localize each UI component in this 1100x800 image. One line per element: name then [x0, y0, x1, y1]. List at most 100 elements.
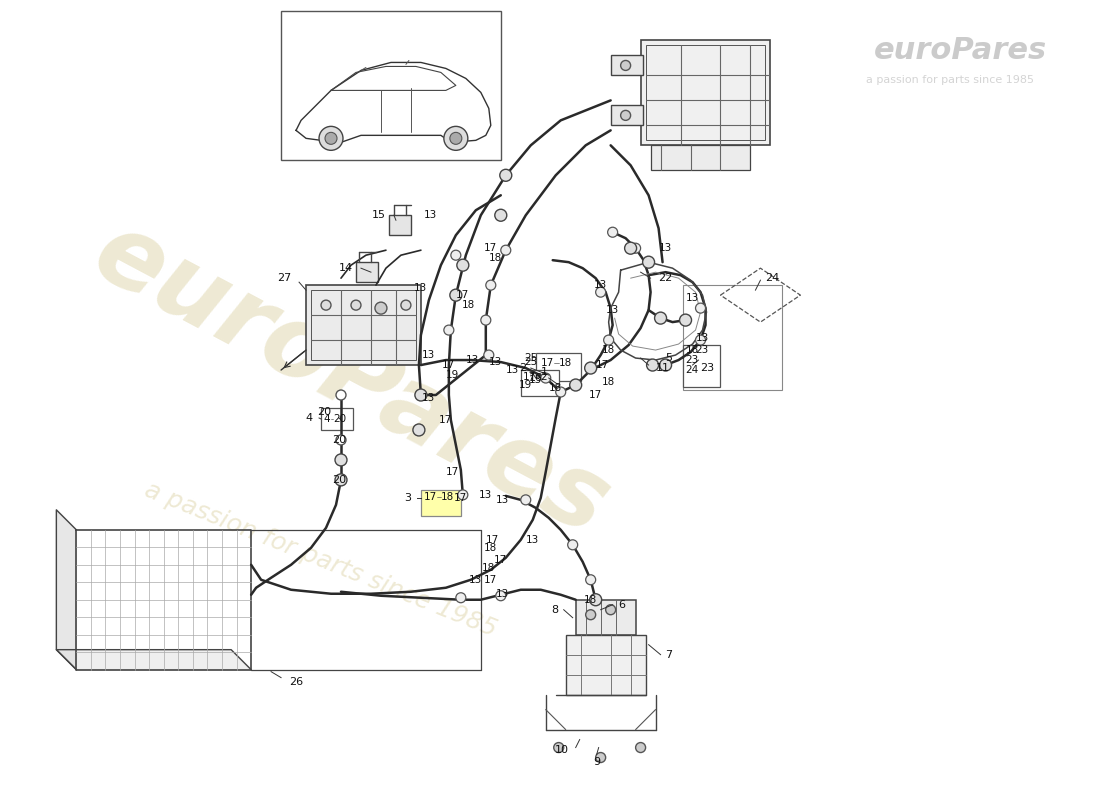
Text: 13: 13 [480, 490, 493, 500]
Circle shape [412, 424, 425, 436]
Circle shape [568, 540, 578, 550]
Text: 20: 20 [332, 475, 346, 485]
Circle shape [450, 132, 462, 144]
Circle shape [607, 227, 617, 238]
Text: 13: 13 [470, 574, 483, 585]
Text: 8: 8 [551, 605, 559, 614]
Circle shape [400, 300, 411, 310]
Bar [650, 146, 750, 170]
Circle shape [695, 303, 705, 313]
Text: 13: 13 [506, 365, 519, 375]
Text: 17: 17 [454, 493, 467, 503]
Circle shape [444, 126, 468, 150]
Bar [536, 353, 581, 381]
Text: 9: 9 [593, 757, 601, 766]
Bar [610, 106, 642, 126]
Circle shape [556, 387, 565, 397]
Text: 17: 17 [522, 372, 536, 382]
Text: 13: 13 [466, 355, 480, 365]
Text: 17: 17 [439, 415, 452, 425]
Text: 13: 13 [594, 280, 607, 290]
Text: 13: 13 [529, 375, 542, 385]
Bar [575, 600, 636, 634]
Circle shape [336, 390, 346, 400]
Text: 13: 13 [696, 333, 710, 343]
Text: 2: 2 [541, 372, 548, 382]
Polygon shape [56, 510, 76, 670]
Circle shape [596, 753, 606, 762]
Text: 23: 23 [701, 363, 715, 373]
Circle shape [553, 742, 563, 753]
Text: 17: 17 [484, 243, 497, 253]
Text: 10: 10 [554, 745, 569, 754]
Text: 18: 18 [602, 377, 615, 387]
Circle shape [620, 61, 630, 70]
Circle shape [570, 379, 582, 391]
Text: 13: 13 [659, 243, 672, 253]
Circle shape [585, 574, 596, 585]
Circle shape [336, 475, 346, 485]
Bar [282, 10, 500, 160]
Circle shape [336, 435, 346, 445]
Text: 24: 24 [766, 273, 780, 283]
Text: 17: 17 [494, 554, 507, 565]
Circle shape [375, 302, 387, 314]
Circle shape [456, 259, 469, 271]
Text: 13: 13 [422, 393, 436, 403]
Circle shape [336, 454, 346, 466]
Bar [311, 290, 416, 360]
Circle shape [680, 314, 692, 326]
Circle shape [596, 287, 606, 297]
Text: 3: 3 [404, 493, 411, 503]
Text: euroPares: euroPares [77, 204, 625, 556]
Bar [682, 345, 720, 387]
Bar [646, 46, 766, 140]
Circle shape [336, 474, 346, 486]
Circle shape [451, 250, 461, 260]
Circle shape [590, 594, 602, 606]
Text: 13: 13 [496, 589, 509, 598]
Circle shape [450, 289, 462, 301]
Text: 20: 20 [332, 435, 346, 445]
Text: 17: 17 [447, 467, 460, 477]
Text: 13: 13 [496, 495, 509, 505]
Circle shape [660, 359, 672, 371]
Text: 23: 23 [685, 355, 698, 365]
Circle shape [484, 350, 494, 360]
Bar [356, 262, 378, 282]
Text: 22: 22 [659, 273, 673, 283]
Circle shape [486, 280, 496, 290]
Circle shape [496, 590, 506, 601]
Text: 17: 17 [456, 290, 470, 300]
Text: 17: 17 [541, 358, 554, 368]
Bar [565, 634, 646, 694]
Circle shape [541, 373, 551, 383]
Text: 1: 1 [541, 367, 548, 377]
Circle shape [500, 246, 510, 255]
Text: 17: 17 [588, 390, 603, 400]
Text: 20: 20 [333, 414, 346, 424]
Bar [421, 490, 461, 516]
Circle shape [458, 490, 468, 500]
Text: 26: 26 [289, 677, 304, 686]
Text: 18: 18 [584, 594, 597, 605]
Text: 18: 18 [484, 543, 497, 553]
Text: 13: 13 [415, 283, 428, 293]
Bar [520, 370, 559, 396]
Circle shape [642, 256, 654, 268]
Circle shape [630, 243, 640, 253]
Circle shape [606, 605, 616, 614]
Circle shape [585, 362, 596, 374]
Circle shape [625, 242, 637, 254]
Text: 5: 5 [666, 353, 672, 363]
Circle shape [520, 495, 530, 505]
Text: 4: 4 [306, 413, 313, 423]
Text: 17: 17 [424, 492, 437, 502]
Bar [321, 408, 353, 430]
Text: 14: 14 [339, 263, 353, 273]
Bar [389, 215, 411, 235]
Text: 17: 17 [596, 360, 609, 370]
Text: 7: 7 [666, 650, 673, 660]
Text: 18: 18 [482, 562, 495, 573]
Text: 25: 25 [524, 357, 538, 367]
